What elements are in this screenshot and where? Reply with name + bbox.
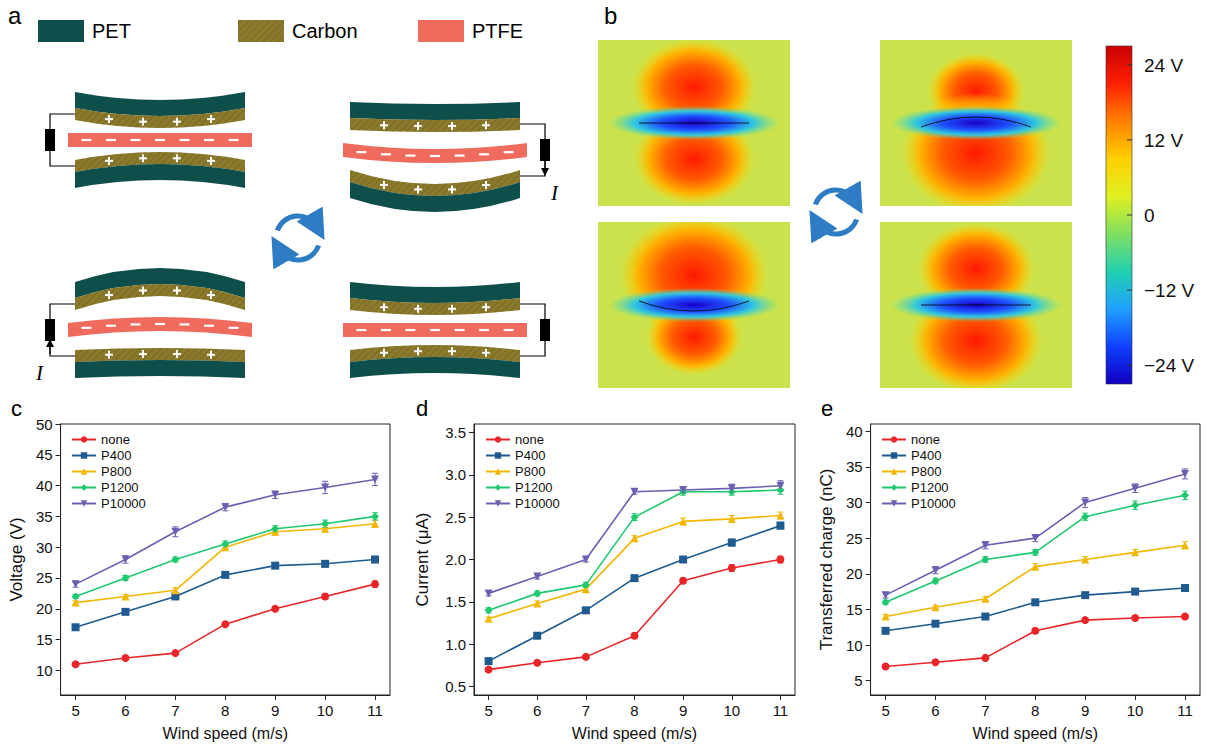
svg-text:Current (μA): Current (μA) <box>413 513 432 607</box>
svg-text:7: 7 <box>582 702 590 719</box>
svg-text:Carbon: Carbon <box>292 20 358 42</box>
svg-text:8: 8 <box>1031 702 1039 719</box>
svg-text:P1200: P1200 <box>515 480 553 495</box>
svg-text:P400: P400 <box>101 448 131 463</box>
svg-text:1.5: 1.5 <box>445 593 466 610</box>
svg-text:20: 20 <box>846 565 863 582</box>
svg-text:11: 11 <box>1177 702 1193 719</box>
svg-text:e: e <box>821 396 833 421</box>
svg-text:15: 15 <box>846 601 863 618</box>
svg-text:9: 9 <box>271 702 279 719</box>
svg-text:40: 40 <box>36 477 53 494</box>
svg-text:none: none <box>515 432 544 447</box>
svg-text:−12 V: −12 V <box>1144 280 1195 301</box>
svg-text:30: 30 <box>36 539 53 556</box>
svg-text:P1200: P1200 <box>101 480 139 495</box>
svg-text:I: I <box>35 361 44 385</box>
svg-text:50: 50 <box>36 416 53 433</box>
svg-text:Wind speed (m/s): Wind speed (m/s) <box>572 725 697 742</box>
svg-text:3.5: 3.5 <box>445 424 466 441</box>
svg-text:I: I <box>550 181 559 205</box>
svg-text:Voltage (V): Voltage (V) <box>7 517 26 601</box>
svg-text:6: 6 <box>121 702 129 719</box>
svg-text:P1200: P1200 <box>911 480 949 495</box>
svg-text:5: 5 <box>854 672 862 689</box>
svg-text:P10000: P10000 <box>101 496 146 511</box>
svg-text:45: 45 <box>36 446 53 463</box>
svg-text:11: 11 <box>367 702 383 719</box>
svg-text:0: 0 <box>1144 205 1155 226</box>
svg-text:30: 30 <box>846 494 863 511</box>
svg-text:10: 10 <box>36 662 53 679</box>
svg-text:P800: P800 <box>515 464 545 479</box>
svg-text:20: 20 <box>36 600 53 617</box>
svg-text:5: 5 <box>484 702 492 719</box>
svg-text:−24 V: −24 V <box>1144 355 1195 376</box>
svg-text:5: 5 <box>71 702 79 719</box>
svg-text:a: a <box>8 2 22 29</box>
svg-text:10: 10 <box>723 702 740 719</box>
svg-text:2.0: 2.0 <box>445 551 466 568</box>
svg-text:P800: P800 <box>101 464 131 479</box>
svg-text:P10000: P10000 <box>515 496 560 511</box>
svg-text:6: 6 <box>533 702 541 719</box>
svg-text:b: b <box>604 2 617 29</box>
svg-text:PTFE: PTFE <box>472 20 523 42</box>
svg-text:10: 10 <box>846 637 863 654</box>
svg-text:9: 9 <box>1081 702 1089 719</box>
svg-text:P800: P800 <box>911 464 941 479</box>
svg-text:5: 5 <box>881 702 889 719</box>
svg-text:P10000: P10000 <box>911 496 956 511</box>
svg-text:1.0: 1.0 <box>445 636 466 653</box>
svg-text:35: 35 <box>36 508 53 525</box>
svg-text:P400: P400 <box>911 448 941 463</box>
svg-text:24 V: 24 V <box>1144 55 1183 76</box>
svg-text:PET: PET <box>92 20 131 42</box>
svg-text:7: 7 <box>981 702 989 719</box>
svg-text:10: 10 <box>1127 702 1144 719</box>
svg-text:9: 9 <box>679 702 687 719</box>
svg-text:Wind speed (m/s): Wind speed (m/s) <box>163 725 288 742</box>
svg-text:3.0: 3.0 <box>445 466 466 483</box>
svg-text:25: 25 <box>36 569 53 586</box>
svg-text:11: 11 <box>773 702 789 719</box>
svg-text:8: 8 <box>221 702 229 719</box>
svg-text:25: 25 <box>846 530 863 547</box>
svg-text:7: 7 <box>171 702 179 719</box>
svg-text:Wind speed (m/s): Wind speed (m/s) <box>973 725 1098 742</box>
svg-text:6: 6 <box>931 702 939 719</box>
svg-text:0.5: 0.5 <box>445 678 466 695</box>
svg-text:40: 40 <box>846 423 863 440</box>
svg-text:35: 35 <box>846 458 863 475</box>
svg-text:12 V: 12 V <box>1144 130 1183 151</box>
svg-text:none: none <box>911 432 940 447</box>
svg-text:10: 10 <box>317 702 334 719</box>
svg-text:8: 8 <box>630 702 638 719</box>
svg-text:15: 15 <box>36 631 53 648</box>
svg-text:c: c <box>11 396 22 421</box>
svg-text:2.5: 2.5 <box>445 509 466 526</box>
svg-text:d: d <box>416 396 428 421</box>
svg-text:Transferred charge (nC): Transferred charge (nC) <box>817 469 836 651</box>
svg-text:none: none <box>101 432 130 447</box>
svg-text:P400: P400 <box>515 448 545 463</box>
